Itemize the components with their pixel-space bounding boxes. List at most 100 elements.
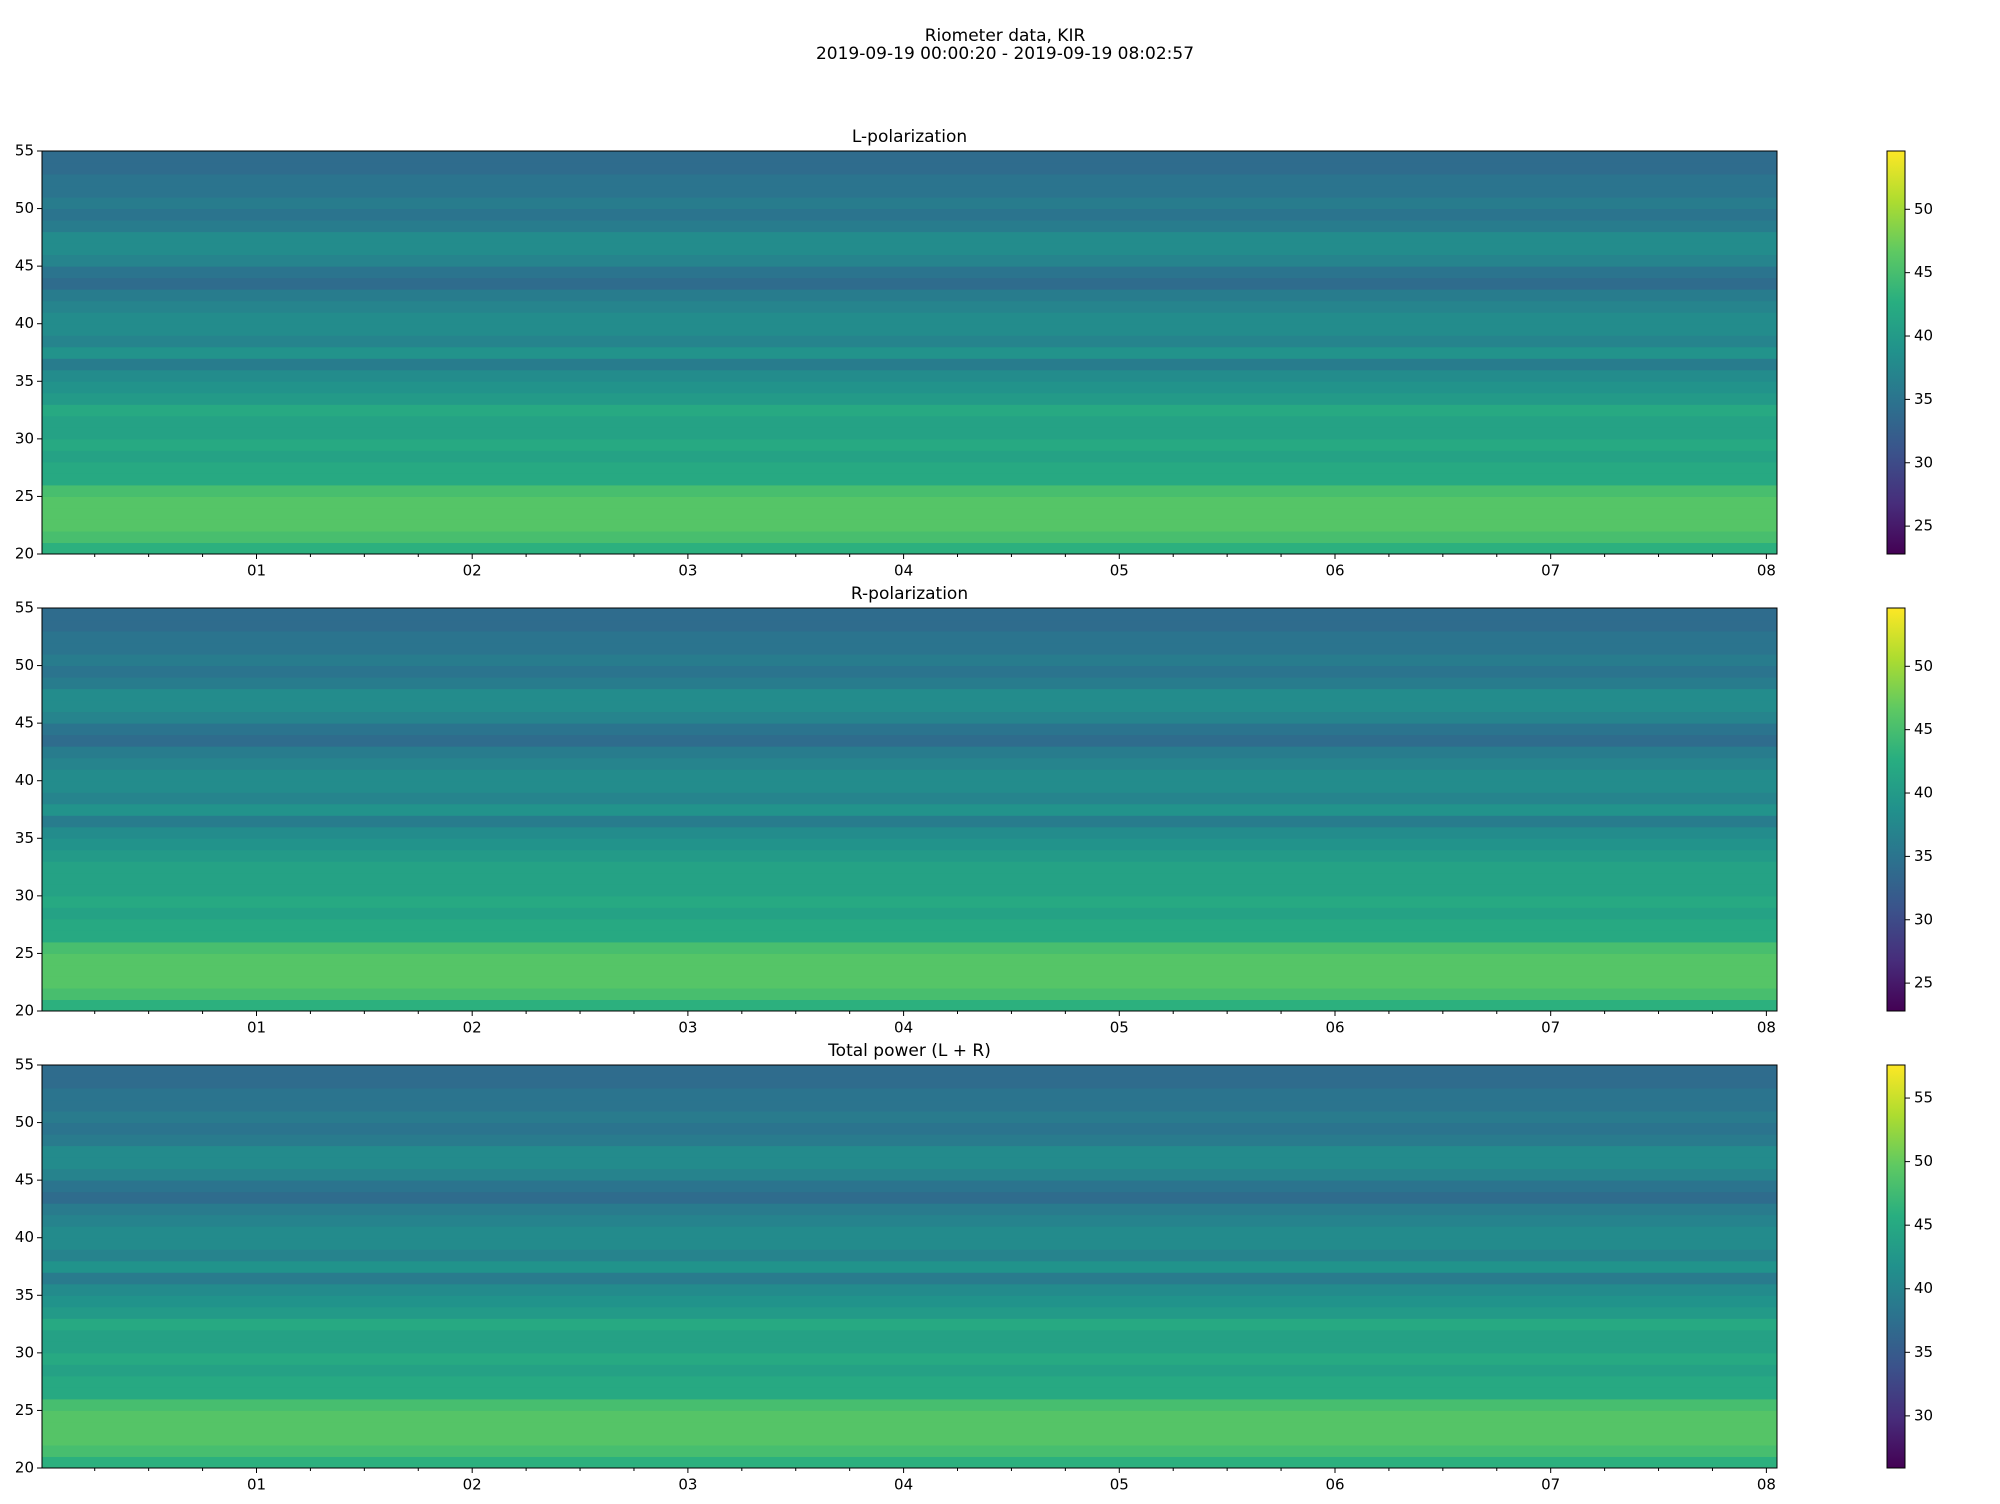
y-tick-label: 50 (15, 199, 34, 217)
colorbar-tick-label: 50 (1914, 657, 1933, 675)
y-tick-label: 45 (15, 1171, 34, 1189)
heat-cell (42, 185, 1777, 198)
heat-cell (42, 335, 1777, 348)
heat-cell (42, 484, 1777, 497)
heat-cell (42, 1306, 1777, 1319)
plot-frame (41, 150, 1778, 555)
heat-cell (42, 323, 1777, 336)
x-tick-label: 01 (247, 562, 266, 580)
colorbar-tick-label: 40 (1914, 784, 1933, 802)
heat-cell (42, 1145, 1777, 1158)
y-tick-label: 30 (15, 429, 34, 447)
heat-cell (42, 231, 1777, 244)
colorbar-tick-label: 30 (1914, 910, 1933, 928)
colorbar-tick-label: 45 (1914, 263, 1933, 281)
heat-cell (42, 1260, 1777, 1273)
heat-cell (42, 792, 1777, 805)
heat-cell (42, 1065, 1777, 1078)
heat-cell (42, 1456, 1777, 1469)
heat-cell (42, 369, 1777, 382)
x-tick-label: 08 (1757, 562, 1776, 580)
x-tick-label: 07 (1541, 1019, 1560, 1037)
x-tick-label: 02 (463, 1019, 482, 1037)
heat-cell (42, 1283, 1777, 1296)
y-tick-label: 20 (15, 1459, 34, 1477)
y-tick-label: 40 (15, 314, 34, 332)
y-tick-label: 50 (15, 1113, 34, 1131)
heat-cell (42, 254, 1777, 267)
panel-title: L-polarization (852, 127, 967, 147)
panel-title: R-polarization (851, 584, 968, 604)
heat-cell (42, 815, 1777, 828)
heat-cell (42, 358, 1777, 371)
heat-cell (42, 1168, 1777, 1181)
x-tick-label: 01 (247, 1476, 266, 1494)
x-tick-label: 06 (1325, 1476, 1344, 1494)
colorbar-tick-label: 50 (1914, 1152, 1933, 1170)
heat-cell (42, 665, 1777, 678)
y-tick-label: 50 (15, 656, 34, 674)
heat-cell (42, 392, 1777, 405)
heat-cell (42, 780, 1777, 793)
heat-cell (42, 1088, 1777, 1101)
colorbar-tick-label: 25 (1914, 974, 1933, 992)
heat-cell (42, 918, 1777, 931)
heat-cell (42, 1214, 1777, 1227)
heat-cell (42, 208, 1777, 221)
x-tick-label: 04 (894, 562, 913, 580)
heat-cell (42, 277, 1777, 290)
heat-cell (42, 642, 1777, 655)
heat-cell (42, 976, 1777, 989)
heat-cell (42, 769, 1777, 782)
heat-cell (42, 700, 1777, 713)
heat-cell (42, 507, 1777, 520)
colorbar-tick-label: 25 (1914, 517, 1933, 535)
heat-cell (42, 1318, 1777, 1331)
heat-cell (42, 907, 1777, 920)
y-tick-label: 40 (15, 771, 34, 789)
y-tick-label: 45 (15, 714, 34, 732)
heat-cell (42, 619, 1777, 632)
heat-cell (42, 1076, 1777, 1089)
heat-cell (42, 415, 1777, 428)
x-tick-label: 06 (1325, 1019, 1344, 1037)
heat-cell (42, 1226, 1777, 1239)
heat-cell (42, 438, 1777, 451)
x-tick-label: 05 (1110, 1476, 1129, 1494)
heat-cell (42, 1134, 1777, 1147)
x-tick-label: 08 (1757, 1476, 1776, 1494)
heat-cell (42, 473, 1777, 486)
heat-cell (42, 450, 1777, 463)
heat-cell (42, 1111, 1777, 1124)
y-tick-label: 25 (15, 944, 34, 962)
heat-cell (42, 530, 1777, 543)
heat-cell (42, 289, 1777, 302)
panel-title: Total power (L + R) (827, 1041, 991, 1061)
heat-cell (42, 711, 1777, 724)
heat-cell (42, 1272, 1777, 1285)
heat-cell (42, 162, 1777, 175)
heat-cell (42, 1410, 1777, 1423)
x-tick-label: 03 (678, 1476, 697, 1494)
y-tick-label: 45 (15, 257, 34, 275)
heat-cell (42, 220, 1777, 233)
plot-frame (41, 607, 1778, 1012)
y-tick-label: 30 (15, 1343, 34, 1361)
colorbar (1886, 607, 1906, 1012)
heat-cell (42, 1387, 1777, 1400)
heat-cell (42, 884, 1777, 897)
heat-cell (42, 1433, 1777, 1446)
heat-cell (42, 519, 1777, 532)
suptitle: Riometer data, KIR (925, 26, 1086, 46)
x-tick-label: 04 (894, 1476, 913, 1494)
x-tick-label: 01 (247, 1019, 266, 1037)
heat-cell (42, 174, 1777, 187)
heat-cell (42, 838, 1777, 851)
colorbar-tick-label: 40 (1914, 1279, 1933, 1297)
y-tick-label: 40 (15, 1228, 34, 1246)
subtitle: 2019-09-19 00:00:20 - 2019-09-19 08:02:5… (816, 44, 1194, 64)
heat-cell (42, 826, 1777, 839)
heat-cell (42, 757, 1777, 770)
heat-cell (42, 723, 1777, 736)
heat-cell (42, 151, 1777, 164)
